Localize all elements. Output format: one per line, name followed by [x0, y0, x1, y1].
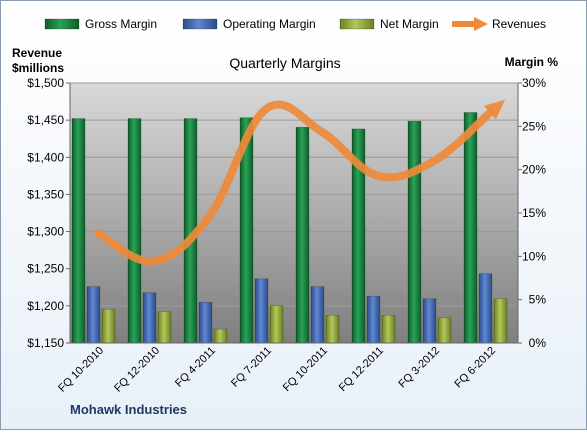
- gross-margin-bar: [127, 118, 142, 344]
- left-tick-label: $1,250: [27, 262, 64, 276]
- net-margin-bar: [325, 315, 340, 344]
- right-tick-label: 30%: [522, 76, 546, 90]
- left-tick-label: $1,400: [27, 150, 64, 164]
- right-tick-label: 20%: [522, 163, 546, 177]
- right-axis-label: Margin %: [505, 55, 559, 69]
- right-tick-label: 10%: [522, 249, 546, 263]
- bar-series: [71, 112, 508, 344]
- operating-margin-bar: [478, 273, 493, 344]
- left-tick-label: $1,350: [27, 187, 64, 201]
- legend-item-operating-margin: Operating Margin: [182, 17, 316, 31]
- net-margin-bar: [437, 317, 452, 344]
- operating-margin-bar: [142, 292, 157, 344]
- left-tick-label: $1,300: [27, 225, 64, 239]
- legend: Gross Margin Operating Margin Net Margin Re…: [44, 17, 546, 31]
- operating-margin-bar: [198, 302, 213, 344]
- legend-swatch: [339, 18, 375, 30]
- legend-swatch: [44, 18, 80, 30]
- left-tick-label: $1,200: [27, 299, 64, 313]
- left-axis-label-line2: $millions: [12, 61, 64, 75]
- revenues-arrowhead: [484, 99, 506, 120]
- net-margin-bar: [213, 328, 228, 344]
- net-margin-bar: [381, 315, 396, 344]
- right-tick-label: 25%: [522, 119, 546, 133]
- legend-swatch: [182, 18, 218, 30]
- legend-label: Operating Margin: [223, 17, 316, 31]
- gross-margin-bar: [295, 126, 310, 344]
- right-tick-label: 15%: [522, 206, 546, 220]
- chart-title: Quarterly Margins: [229, 55, 340, 71]
- legend-item-net-margin: Net Margin: [339, 17, 439, 31]
- legend-label: Net Margin: [380, 17, 439, 31]
- gross-margin-bar: [71, 118, 86, 344]
- net-margin-bar: [493, 298, 508, 344]
- gross-margin-bar: [463, 112, 478, 344]
- operating-margin-bar: [422, 298, 437, 344]
- operating-margin-bar: [86, 286, 101, 344]
- net-margin-bar: [269, 305, 284, 344]
- revenue-line-series: [94, 99, 506, 266]
- left-axis-label-line1: Revenue: [12, 46, 62, 60]
- left-tick-label: $1,500: [27, 76, 64, 90]
- operating-margin-bar: [254, 278, 269, 344]
- right-tick-label: 5%: [529, 293, 547, 307]
- operating-margin-bar: [310, 286, 325, 344]
- net-margin-bar: [101, 308, 116, 344]
- operating-margin-bar: [366, 295, 381, 344]
- legend-item-gross-margin: Gross Margin: [44, 17, 157, 31]
- company-name: Mohawk Industries: [70, 402, 187, 417]
- right-tick-label: 0%: [529, 336, 547, 350]
- legend-item-revenues: Revenues: [452, 17, 546, 31]
- left-axis: $1,150 $1,200 $1,250 $1,300 $1,350 $1,400 $1,4…: [27, 76, 71, 350]
- legend-label: Gross Margin: [85, 17, 157, 31]
- net-margin-bar: [157, 311, 172, 344]
- gross-margin-bar: [407, 120, 422, 344]
- revenues-line: [94, 100, 494, 266]
- legend-label: Revenues: [492, 17, 546, 31]
- left-tick-label: $1,150: [27, 336, 64, 350]
- left-tick-label: $1,450: [27, 113, 64, 127]
- right-axis: 0% 5% 10% 15% 20% 25% 30%: [517, 76, 547, 350]
